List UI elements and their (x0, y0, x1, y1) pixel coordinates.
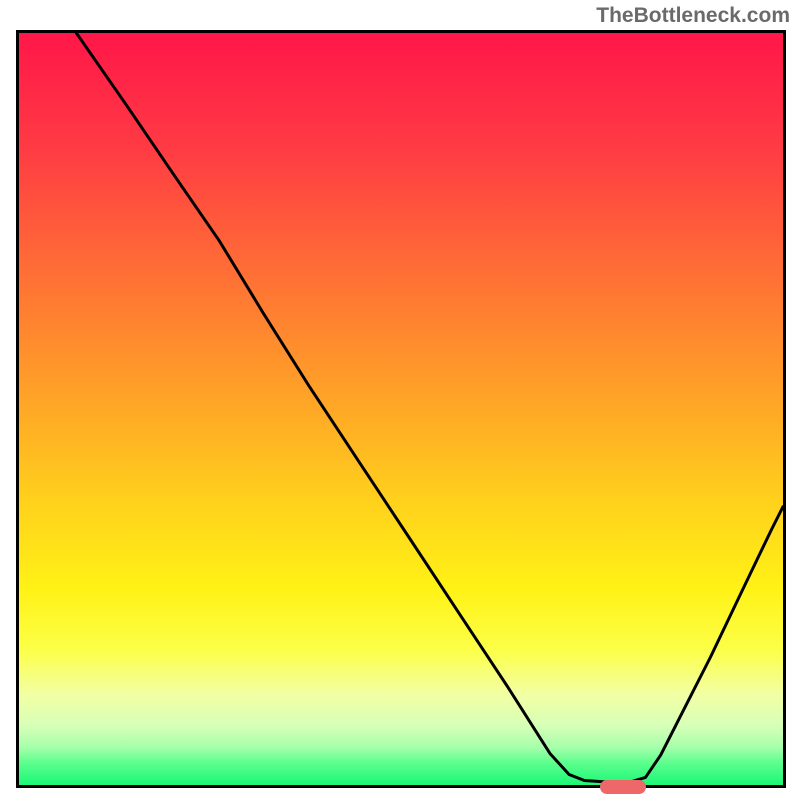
chart-root: { "watermark": { "text": "TheBottleneck.… (0, 0, 800, 800)
curve-path (76, 33, 783, 782)
optimal-range-marker (600, 780, 646, 794)
bottleneck-curve (19, 33, 783, 785)
plot-area (16, 30, 786, 788)
watermark-text: TheBottleneck.com (596, 4, 790, 28)
